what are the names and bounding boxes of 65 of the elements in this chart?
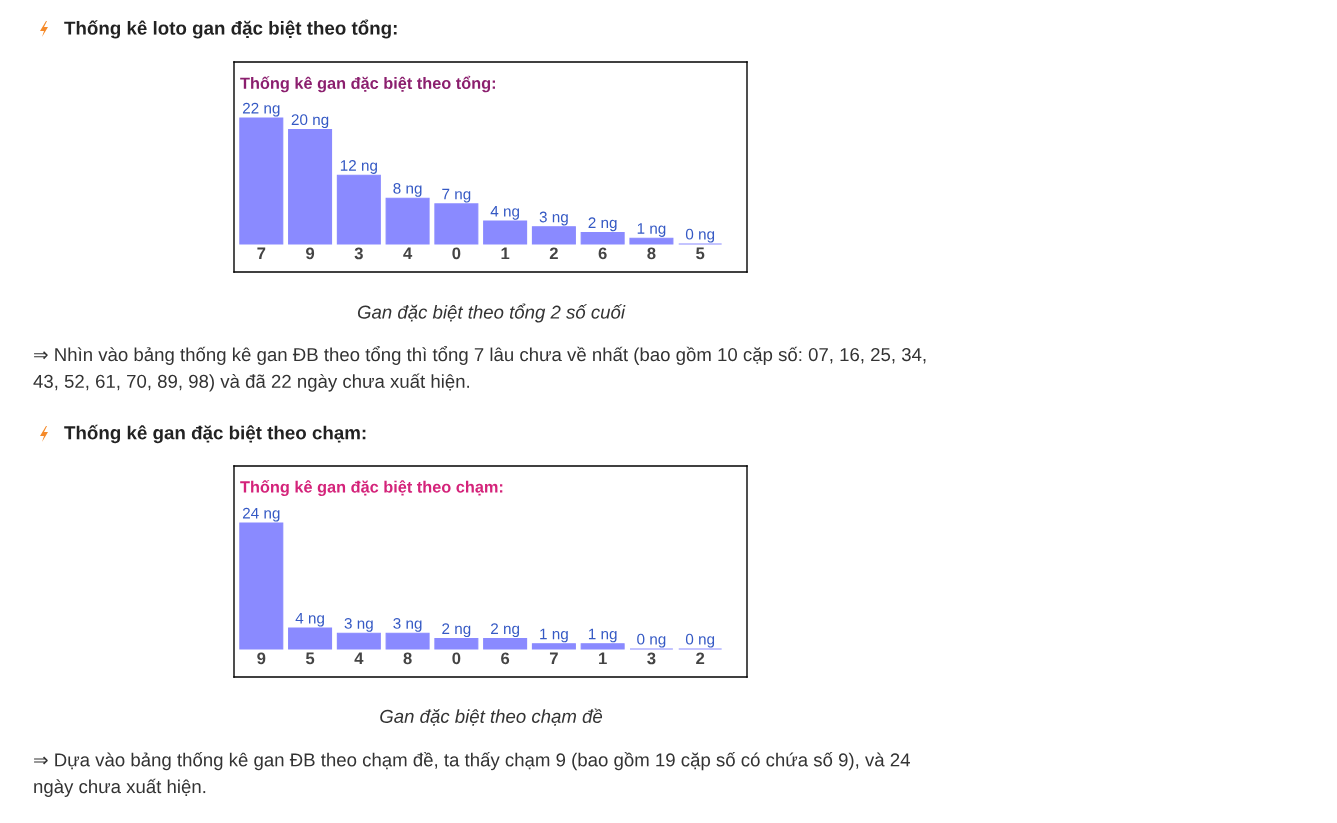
data-label: 3 ng <box>539 211 568 226</box>
x-tick-label: 8 <box>403 652 412 665</box>
text: ⇒ Nhìn vào bảng thống kê gan ĐB theo tổng thì tổng 7 lâu chưa về nhất (bao gồm 10 cặp số: 07, 16, 25, 34, 43, 52, 61, 70, 89, 98) và đã 22 ngày chưa xuất hiện. <box>33 346 926 392</box>
bar <box>434 637 479 650</box>
x-tick-label: 0 <box>452 652 461 665</box>
data-label: 12 ng <box>340 160 377 174</box>
data-label: 2 ng <box>491 623 520 638</box>
bar <box>336 632 381 650</box>
bar <box>239 117 284 245</box>
data-label: 1 ng <box>637 223 666 237</box>
data-label: 7 ng <box>442 188 471 203</box>
bar <box>288 627 333 650</box>
x-tick-label: 1 <box>501 247 510 260</box>
bar <box>580 231 625 245</box>
data-label: 2 ng <box>442 623 471 638</box>
bar <box>336 174 381 245</box>
data-label: 8 ng <box>393 182 422 197</box>
text: Gan đặc biệt theo tổng 2 số cuối <box>357 303 626 323</box>
x-tick-label: 8 <box>647 247 656 260</box>
data-label: 1 ng <box>540 628 568 643</box>
x-tick-label: 4 <box>354 652 364 665</box>
data-label: 22 ng <box>242 102 280 117</box>
data-label: 2 ng <box>588 217 617 232</box>
bar <box>288 128 333 245</box>
x-tick-label: 6 <box>501 652 510 665</box>
data-label: 0 ng <box>685 633 715 648</box>
data-label: 3 ng <box>344 618 373 632</box>
chart-title: Thống kê gan đặc biệt theo chạm: <box>240 480 503 496</box>
chart-title: Thống kê gan đặc biệt theo tổng: <box>240 75 495 93</box>
data-label: 24 ng <box>242 507 280 522</box>
x-tick-label: 5 <box>305 652 315 665</box>
text: ⇒ Dựa vào bảng thống kê gan ĐB theo chạm đề, ta thấy chạm 9 (bao gồm 19 cặp số có chứa số 9), và 24 ngày chưa xuất hiện. <box>34 752 910 797</box>
bar <box>434 203 479 245</box>
data-label: 1 ng <box>588 628 617 643</box>
data-label: 20 ng <box>291 114 329 129</box>
x-tick-label: 2 <box>549 247 558 260</box>
x-tick-label: 9 <box>306 247 315 260</box>
bar <box>483 220 528 245</box>
text: Thống kê gan đặc biệt theo chạm: <box>64 424 366 444</box>
bar <box>580 643 625 650</box>
x-tick-label: 3 <box>354 247 363 260</box>
text: Thống kê loto gan đặc biệt theo tổng: <box>64 19 397 39</box>
bar <box>483 637 528 650</box>
bar <box>629 237 674 245</box>
text: Gan đặc biệt theo chạm đề <box>380 708 603 726</box>
x-tick-label: 6 <box>598 247 607 260</box>
bar <box>385 632 430 650</box>
data-label: 0 ng <box>637 633 666 648</box>
data-label: 4 ng <box>295 612 324 627</box>
data-label: 0 ng <box>685 228 715 243</box>
x-tick-label: 9 <box>257 652 266 665</box>
data-label: 4 ng <box>490 206 520 220</box>
bar <box>239 522 284 650</box>
bar <box>531 643 576 650</box>
x-tick-label: 7 <box>549 652 558 665</box>
bar <box>531 226 576 245</box>
x-tick-label: 5 <box>696 247 705 260</box>
bar <box>385 197 430 245</box>
x-tick-label: 3 <box>647 652 656 665</box>
x-tick-label: 0 <box>452 247 461 260</box>
data-label: 3 ng <box>393 618 422 632</box>
x-tick-label: 2 <box>696 652 705 665</box>
x-tick-label: 7 <box>257 247 266 260</box>
x-tick-label: 4 <box>403 247 413 260</box>
x-tick-label: 1 <box>599 652 607 665</box>
